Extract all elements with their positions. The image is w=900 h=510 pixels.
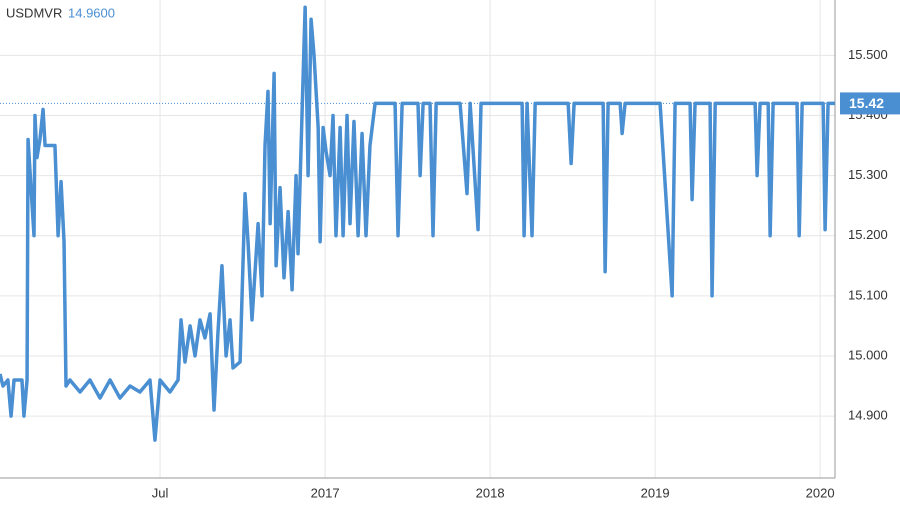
x-tick-label: 2018 bbox=[476, 485, 505, 500]
x-tick-label: 2017 bbox=[311, 485, 340, 500]
x-tick-label: 2019 bbox=[641, 485, 670, 500]
x-tick-label: Jul bbox=[152, 485, 169, 500]
y-tick-label: 15.200 bbox=[848, 227, 888, 242]
y-tick-label: 15.300 bbox=[848, 167, 888, 182]
current-value-label: 15.42 bbox=[849, 95, 884, 111]
y-tick-label: 15.500 bbox=[848, 47, 888, 62]
y-tick-label: 15.100 bbox=[848, 287, 888, 302]
current-value-box bbox=[840, 92, 900, 115]
y-tick-label: 14.900 bbox=[848, 408, 888, 423]
chart-title: USDMVR bbox=[6, 5, 62, 20]
price-line bbox=[0, 5, 835, 442]
chart-subtitle: 14.9600 bbox=[68, 5, 115, 20]
y-tick-label: 15.000 bbox=[848, 347, 888, 362]
x-tick-label: 2020 bbox=[806, 485, 835, 500]
